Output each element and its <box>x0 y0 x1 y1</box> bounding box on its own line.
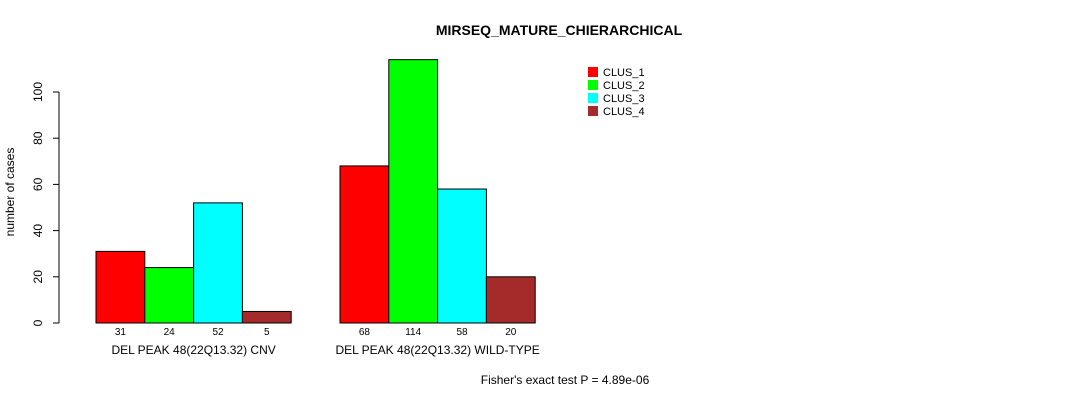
legend-label: CLUS_2 <box>603 80 645 92</box>
bar-clus_3 <box>193 202 243 324</box>
legend-swatch <box>588 93 598 103</box>
labels: 31 24 52 5 DEL PEAK 48(22Q13.32) CNV 68 114 58 2… <box>111 327 539 357</box>
bar-clus_1 <box>339 165 390 324</box>
y-axis: 0 20 40 60 80 100 <box>31 82 60 326</box>
legend-label: CLUS_3 <box>603 93 645 105</box>
bar-value-label: 24 <box>164 327 176 338</box>
y-tick-label: 100 <box>31 82 45 102</box>
bar-clus_2 <box>144 267 195 324</box>
fisher-test-annotation: Fisher's exact test P = 4.89e-06 <box>481 373 650 387</box>
bar-clus_3 <box>437 188 487 324</box>
legend-swatch <box>588 67 598 77</box>
y-tick-label: 40 <box>31 224 45 238</box>
y-tick-label: 0 <box>31 319 45 326</box>
bar-value-label: 5 <box>264 327 270 338</box>
chart-title: MIRSEQ_MATURE_CHIERARCHICAL <box>436 22 683 38</box>
legend-swatch <box>588 80 598 90</box>
y-tick-label: 20 <box>31 270 45 284</box>
bar-clus_2 <box>388 59 439 324</box>
bar-value-label: 20 <box>505 327 517 338</box>
bar-value-label: 52 <box>212 327 224 338</box>
category-label: DEL PEAK 48(22Q13.32) CNV <box>111 343 275 357</box>
bar-clus_1 <box>95 250 146 324</box>
bar-value-label: 58 <box>456 327 468 338</box>
bars <box>95 59 536 324</box>
legend-swatch <box>588 106 598 116</box>
category-label: DEL PEAK 48(22Q13.32) WILD-TYPE <box>335 343 539 357</box>
bar-value-label: 31 <box>115 327 127 338</box>
bar-value-label: 68 <box>359 327 371 338</box>
legend-label: CLUS_1 <box>603 67 645 79</box>
y-tick-label: 80 <box>31 131 45 145</box>
y-axis-label: number of cases <box>3 148 17 237</box>
bar-value-label: 114 <box>405 327 421 338</box>
bar-clus_4 <box>241 310 292 324</box>
bar-clus_4 <box>485 276 536 324</box>
legend-label: CLUS_4 <box>603 106 645 118</box>
y-tick-label: 60 <box>31 177 45 191</box>
